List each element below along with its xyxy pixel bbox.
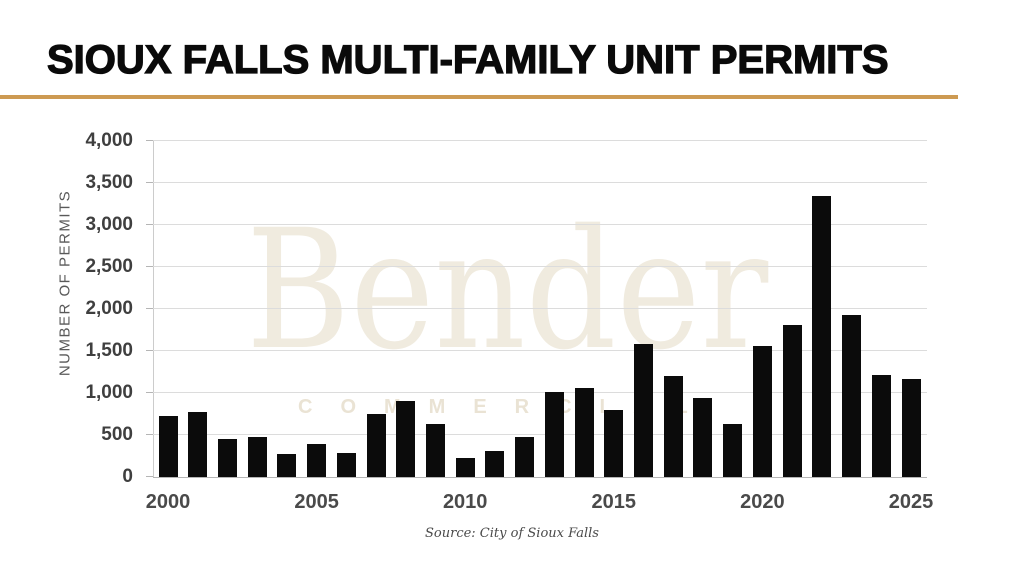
x-tick-label-2020: 2020 bbox=[740, 491, 785, 513]
bar-2018 bbox=[693, 398, 713, 477]
bar-2019 bbox=[723, 424, 743, 477]
bar-2003 bbox=[247, 437, 267, 477]
bar-2012 bbox=[515, 437, 535, 477]
bar-2008 bbox=[396, 401, 416, 477]
y-tick-4000 bbox=[146, 140, 153, 141]
y-tick-label-500: 500 bbox=[101, 424, 133, 445]
y-tick-500 bbox=[146, 434, 153, 435]
bar-2024 bbox=[871, 375, 891, 477]
bar-2000 bbox=[158, 416, 178, 477]
watermark-bender: Bender bbox=[246, 194, 769, 386]
bar-2021 bbox=[782, 325, 802, 477]
bar-2023 bbox=[842, 315, 862, 477]
bar-2011 bbox=[485, 451, 505, 477]
y-tick-label-2500: 2,500 bbox=[85, 256, 133, 277]
y-tick-2000 bbox=[146, 308, 153, 309]
gridline-2000 bbox=[153, 308, 927, 309]
gridline-500 bbox=[153, 434, 927, 435]
bar-chart-plot-area: 0 500 1,000 1,500 2,000 2,500 3,000 3,500 4,000 2… bbox=[85, 130, 933, 513]
x-tick-label-2015: 2015 bbox=[591, 491, 637, 513]
x-tick-label-2025: 2025 bbox=[888, 491, 934, 513]
x-tick-label-2005: 2005 bbox=[294, 491, 339, 513]
y-tick-2500 bbox=[146, 266, 153, 267]
x-tick-label-2010: 2010 bbox=[442, 491, 488, 513]
y-tick-label-0: 0 bbox=[122, 466, 133, 487]
bar-2004 bbox=[277, 454, 297, 477]
y-tick-3500 bbox=[146, 182, 153, 183]
bar-2013 bbox=[544, 392, 564, 477]
bar-2002 bbox=[217, 439, 237, 477]
y-tick-label-3500: 3,500 bbox=[85, 172, 133, 193]
y-axis-line bbox=[153, 141, 154, 478]
bar-2020 bbox=[752, 346, 772, 477]
accent-rule bbox=[0, 95, 958, 99]
gridline-1000 bbox=[153, 392, 927, 393]
bar-2005 bbox=[307, 444, 327, 477]
gridline-3000 bbox=[153, 224, 927, 225]
y-tick-label-2000: 2,000 bbox=[85, 298, 133, 319]
gridline-1500 bbox=[153, 350, 927, 351]
y-tick-0 bbox=[146, 476, 153, 477]
y-tick-label-3000: 3,000 bbox=[85, 214, 133, 235]
y-tick-label-1000: 1,000 bbox=[85, 382, 133, 403]
y-tick-3000 bbox=[146, 224, 153, 225]
bar-2007 bbox=[366, 414, 386, 477]
bar-2015 bbox=[604, 410, 624, 477]
gridline-3500 bbox=[153, 182, 927, 183]
bar-2006 bbox=[336, 453, 356, 477]
bar-2001 bbox=[188, 412, 208, 477]
bar-2009 bbox=[425, 424, 445, 477]
gridline-4000 bbox=[153, 140, 927, 141]
x-axis-line bbox=[153, 477, 927, 478]
y-tick-label-4000: 4,000 bbox=[85, 130, 133, 151]
bar-2014 bbox=[574, 388, 594, 477]
y-tick-1000 bbox=[146, 392, 153, 393]
y-tick-label-1500: 1,500 bbox=[85, 340, 133, 361]
bar-2016 bbox=[634, 344, 654, 477]
bar-2025 bbox=[901, 379, 921, 477]
gridline-2500 bbox=[153, 266, 927, 267]
x-tick-label-2000: 2000 bbox=[145, 491, 191, 513]
bar-2022 bbox=[812, 196, 832, 477]
bar-2010 bbox=[455, 458, 475, 477]
source-caption: Source: City of Sioux Falls bbox=[425, 526, 599, 541]
bar-2017 bbox=[663, 376, 683, 477]
page-title: SIOUX FALLS MULTI-FAMILY UNIT PERMITS bbox=[46, 38, 889, 82]
y-tick-1500 bbox=[146, 350, 153, 351]
